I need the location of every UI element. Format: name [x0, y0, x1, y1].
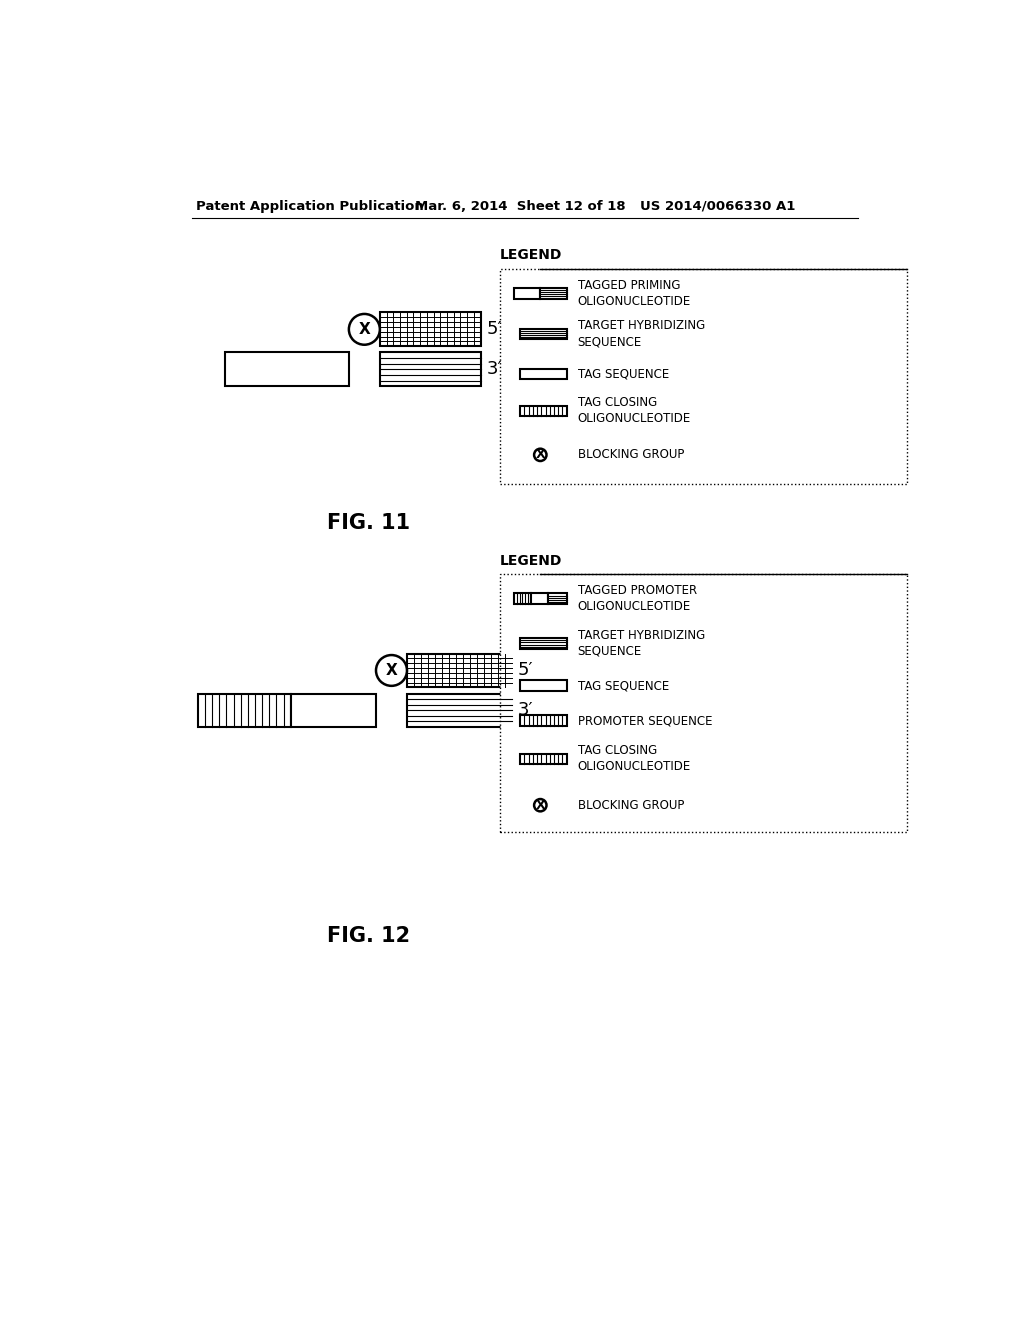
Text: LEGEND: LEGEND — [500, 554, 562, 568]
Text: X: X — [358, 322, 371, 337]
Bar — [514, 288, 541, 298]
Text: TAGGED PRIMING
OLIGONUCLEOTIDE: TAGGED PRIMING OLIGONUCLEOTIDE — [578, 279, 691, 308]
Text: TAG CLOSING
OLIGONUCLEOTIDE: TAG CLOSING OLIGONUCLEOTIDE — [578, 744, 691, 774]
Text: LEGEND: LEGEND — [500, 248, 562, 263]
Bar — [407, 693, 512, 726]
Bar — [225, 352, 349, 387]
Text: PROMOTER SEQUENCE: PROMOTER SEQUENCE — [578, 714, 712, 727]
Bar — [500, 268, 907, 484]
Text: X: X — [536, 449, 545, 462]
Text: 3′: 3′ — [518, 701, 534, 719]
Text: US 2014/0066330 A1: US 2014/0066330 A1 — [640, 199, 795, 213]
Text: BLOCKING GROUP: BLOCKING GROUP — [578, 449, 684, 462]
Bar — [548, 594, 566, 605]
Bar — [520, 368, 566, 379]
Text: X: X — [536, 799, 545, 812]
Text: TARGET HYBRIDIZING
SEQUENCE: TARGET HYBRIDIZING SEQUENCE — [578, 630, 705, 657]
Bar — [520, 754, 566, 764]
Text: FIG. 11: FIG. 11 — [327, 512, 410, 532]
Bar — [500, 574, 907, 832]
Bar — [407, 653, 512, 688]
Text: TAG SEQUENCE: TAG SEQUENCE — [578, 367, 669, 380]
Text: TARGET HYBRIDIZING
SEQUENCE: TARGET HYBRIDIZING SEQUENCE — [578, 319, 705, 348]
Text: 3′: 3′ — [486, 360, 503, 379]
Text: BLOCKING GROUP: BLOCKING GROUP — [578, 799, 684, 812]
Text: TAG CLOSING
OLIGONUCLEOTIDE: TAG CLOSING OLIGONUCLEOTIDE — [578, 396, 691, 425]
Text: Mar. 6, 2014  Sheet 12 of 18: Mar. 6, 2014 Sheet 12 of 18 — [415, 199, 626, 213]
Bar — [380, 352, 480, 387]
Bar — [380, 313, 480, 346]
Bar — [520, 638, 566, 649]
Text: TAG SEQUENCE: TAG SEQUENCE — [578, 680, 669, 693]
Bar — [198, 693, 291, 726]
Bar — [520, 329, 566, 339]
Bar — [520, 405, 566, 416]
Text: X: X — [386, 663, 397, 678]
Text: 5′: 5′ — [518, 661, 534, 680]
Text: TAGGED PROMOTER
OLIGONUCLEOTIDE: TAGGED PROMOTER OLIGONUCLEOTIDE — [578, 585, 696, 614]
Bar — [520, 715, 566, 726]
Bar — [520, 681, 566, 692]
Text: Patent Application Publication: Patent Application Publication — [197, 199, 424, 213]
Bar — [541, 288, 566, 298]
Bar — [291, 693, 376, 726]
Text: FIG. 12: FIG. 12 — [327, 927, 410, 946]
Bar — [514, 594, 531, 605]
Text: 5′: 5′ — [486, 321, 503, 338]
Bar — [531, 594, 548, 605]
